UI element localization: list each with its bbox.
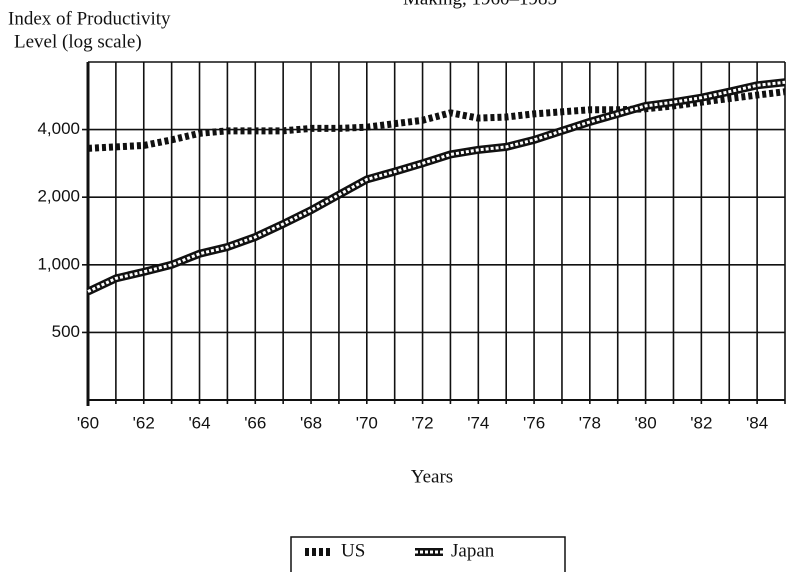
y-tick-label: 1,000 [37, 254, 80, 273]
y-tick-label: 500 [52, 322, 80, 341]
x-tick-label: '82 [690, 413, 712, 432]
x-tick-label: '64 [188, 413, 210, 432]
x-tick-label: '62 [133, 413, 155, 432]
line-series [86, 78, 786, 296]
legend-label: US [341, 540, 365, 561]
x-tick-label: '66 [244, 413, 266, 432]
y-tick-label: 2,000 [37, 187, 80, 206]
legend-box [290, 536, 566, 572]
x-tick-label: '72 [411, 413, 433, 432]
y-axis-label: Index of Productivity [8, 8, 171, 29]
chart-title: Making, 1960–1985 [403, 0, 557, 9]
x-tick-label: '80 [635, 413, 657, 432]
x-tick-label: '70 [356, 413, 378, 432]
y-tick-label: 4,000 [37, 119, 80, 138]
legend-label: Japan [451, 540, 495, 561]
x-tick-label: '60 [77, 413, 99, 432]
x-tick-label: '74 [467, 413, 489, 432]
x-tick-label: '76 [523, 413, 545, 432]
x-tick-label: '84 [746, 413, 768, 432]
x-tick-label: '78 [579, 413, 601, 432]
x-axis-label: Years [411, 466, 453, 487]
x-tick-label: '68 [300, 413, 322, 432]
y-axis-label: Level (log scale) [14, 31, 142, 52]
